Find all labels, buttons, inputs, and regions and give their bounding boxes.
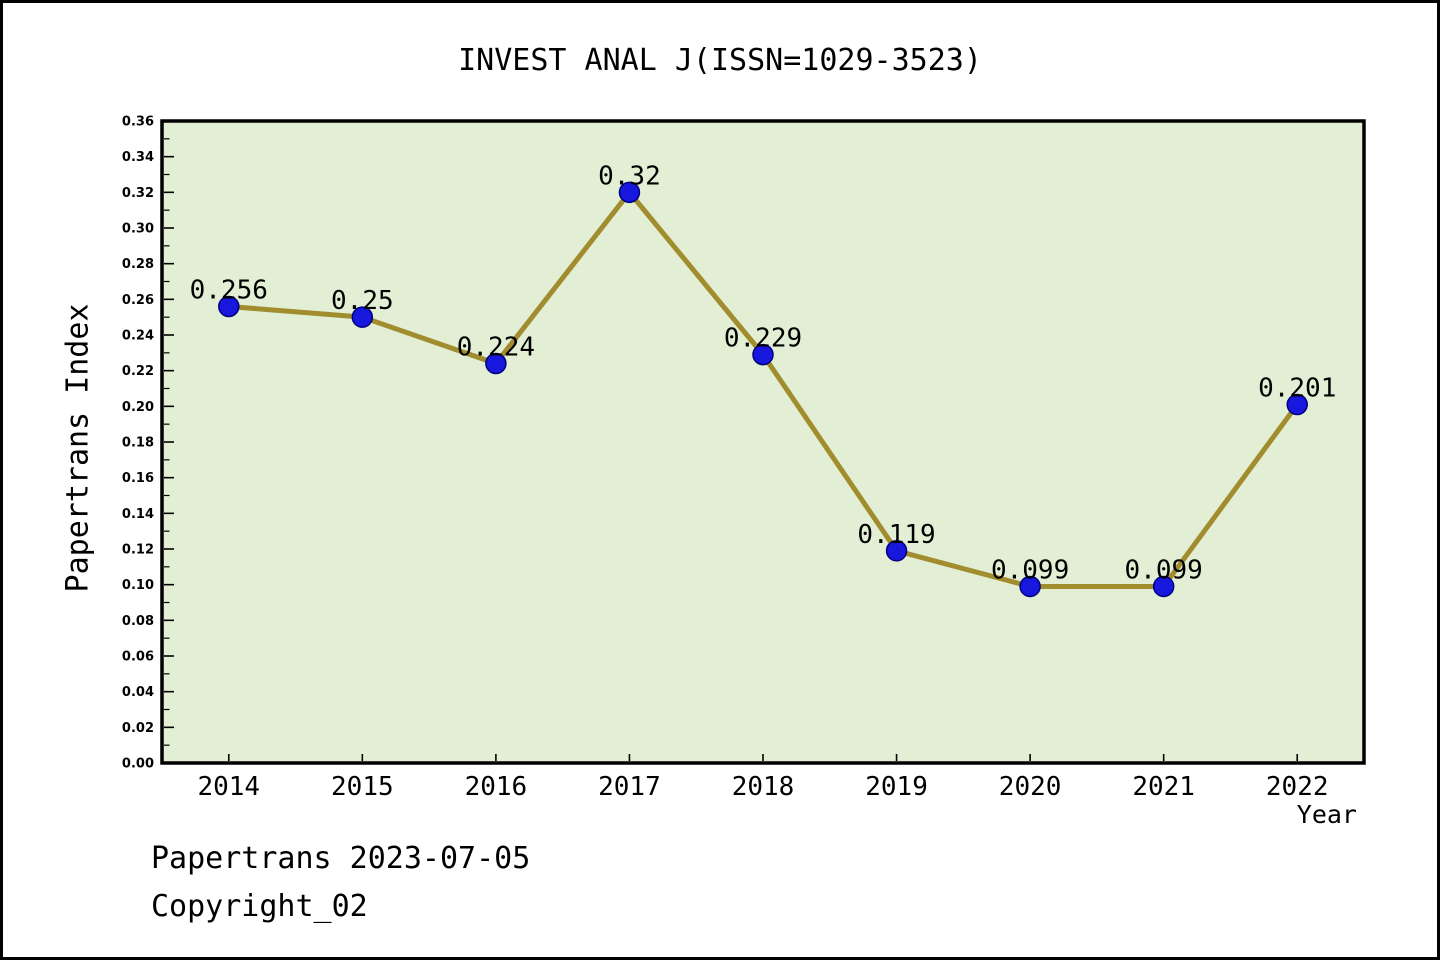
footer-date: Papertrans 2023-07-05 — [151, 841, 531, 876]
data-point — [1152, 575, 1175, 598]
y-tick-label: 0.30 — [122, 222, 154, 237]
y-axis-title: Papertrans Index — [60, 303, 96, 593]
point-label: 0.099 — [1125, 555, 1203, 585]
y-tick-label: 0.34 — [122, 150, 154, 165]
y-tick-label: 0.08 — [122, 614, 154, 629]
point-label: 0.32 — [598, 161, 661, 191]
data-point — [752, 343, 774, 366]
chart-title: INVEST ANAL J(ISSN=1029-3523) — [458, 43, 982, 78]
x-tick-label: 2021 — [1132, 772, 1195, 802]
y-tick-label: 0.12 — [122, 543, 154, 558]
data-point — [218, 295, 240, 318]
x-tick-label: 2015 — [331, 772, 394, 802]
x-tick-label: 2014 — [197, 772, 260, 802]
y-tick-label: 0.14 — [122, 507, 154, 522]
x-tick-label: 2022 — [1266, 772, 1329, 802]
x-axis-title: Year — [1296, 800, 1357, 829]
y-tick-label: 0.22 — [122, 364, 154, 379]
point-label: 0.224 — [457, 333, 535, 363]
x-tick-label: 2018 — [732, 772, 795, 802]
y-tick-label: 0.02 — [122, 721, 154, 736]
point-label: 0.256 — [190, 275, 268, 305]
point-label: 0.099 — [991, 555, 1069, 585]
point-label: 0.201 — [1258, 374, 1336, 404]
x-tick-label: 2017 — [598, 772, 661, 802]
point-label: 0.119 — [857, 520, 935, 550]
footer-copyright: Copyright_02 — [151, 889, 368, 924]
data-point — [618, 181, 641, 204]
y-tick-label: 0.24 — [122, 329, 154, 344]
plot-area — [160, 119, 1366, 765]
data-point — [351, 306, 374, 328]
point-label: 0.229 — [724, 324, 802, 354]
y-tick-label: 0.32 — [122, 186, 154, 201]
x-tick-label: 2016 — [465, 772, 528, 802]
data-point — [1286, 393, 1308, 416]
y-tick-label: 0.00 — [122, 757, 154, 772]
y-tick-label: 0.28 — [122, 257, 154, 272]
data-point — [1019, 575, 1041, 598]
data-point — [885, 540, 908, 562]
y-tick-label: 0.10 — [122, 578, 154, 593]
y-tick-label: 0.26 — [122, 293, 154, 308]
point-label: 0.25 — [331, 286, 394, 316]
y-tick-label: 0.20 — [122, 400, 154, 415]
y-tick-label: 0.16 — [122, 471, 154, 486]
y-tick-label: 0.36 — [122, 115, 154, 130]
data-point — [485, 352, 507, 375]
line-chart: 0.00 0.02 0.04 0.06 0.08 0.10 0.12 0.14 0.16 0.18… — [122, 115, 1366, 802]
x-tick-label: 2019 — [865, 772, 928, 802]
y-tick-label: 0.04 — [122, 685, 154, 700]
y-tick-label: 0.18 — [122, 436, 154, 451]
x-tick-label: 2020 — [999, 772, 1062, 802]
y-tick-label: 0.06 — [122, 650, 154, 665]
